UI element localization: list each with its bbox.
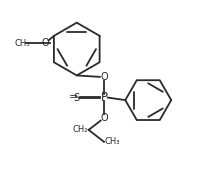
- Text: O: O: [100, 113, 108, 123]
- Text: CH₃: CH₃: [105, 137, 120, 146]
- Text: S: S: [73, 93, 79, 103]
- Text: CH₃: CH₃: [14, 39, 30, 48]
- Text: P: P: [100, 91, 108, 104]
- Text: CH₂: CH₂: [72, 125, 88, 134]
- Text: O: O: [41, 38, 49, 48]
- Text: =: =: [69, 93, 78, 103]
- Text: O: O: [100, 72, 108, 82]
